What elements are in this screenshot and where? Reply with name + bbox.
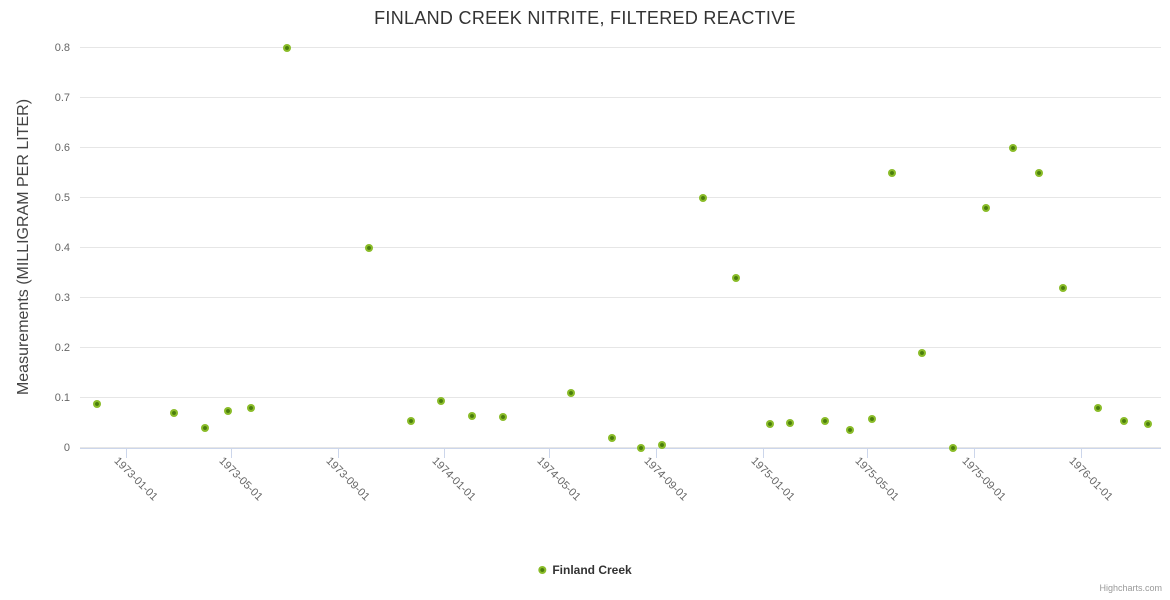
data-point[interactable] bbox=[364, 243, 373, 252]
data-point[interactable] bbox=[1120, 417, 1129, 425]
chart-title: FINLAND CREEK NITRITE, FILTERED REACTIVE bbox=[374, 8, 796, 28]
y-gridline bbox=[80, 297, 1161, 298]
legend-item[interactable]: Finland Creek bbox=[538, 563, 632, 577]
data-point[interactable] bbox=[948, 443, 957, 452]
data-point[interactable] bbox=[1059, 283, 1068, 292]
y-axis-tick-label: 0.2 bbox=[54, 341, 70, 354]
x-axis-tick bbox=[549, 447, 550, 458]
x-axis-tick bbox=[126, 447, 128, 458]
data-point[interactable] bbox=[658, 441, 667, 449]
x-axis-tick-label: 1973-05-01 bbox=[216, 454, 265, 503]
data-point[interactable] bbox=[699, 193, 708, 202]
x-axis-tick bbox=[338, 447, 340, 458]
data-point[interactable] bbox=[468, 411, 477, 420]
x-axis-tick-label: 1974-01-01 bbox=[429, 454, 479, 503]
x-axis-tick bbox=[974, 447, 976, 458]
x-axis-tick bbox=[867, 447, 869, 458]
data-point[interactable] bbox=[1094, 403, 1103, 412]
legend-label: Finland Creek bbox=[552, 563, 632, 577]
data-point[interactable] bbox=[170, 409, 179, 417]
data-point[interactable] bbox=[246, 404, 255, 412]
data-point[interactable] bbox=[607, 433, 616, 442]
x-axis-tick bbox=[1080, 447, 1082, 458]
data-point[interactable] bbox=[845, 426, 854, 434]
data-point[interactable] bbox=[436, 396, 445, 405]
x-axis-tick-label: 1975-05-01 bbox=[852, 454, 901, 503]
x-axis-tick-label: 1973-01-01 bbox=[111, 454, 160, 503]
data-point[interactable] bbox=[566, 388, 575, 397]
data-point[interactable] bbox=[92, 400, 101, 408]
data-point[interactable] bbox=[981, 203, 990, 212]
data-point[interactable] bbox=[918, 348, 927, 357]
x-axis-tick-label: 1973-09-01 bbox=[323, 454, 372, 503]
data-point[interactable] bbox=[731, 273, 740, 282]
y-gridline bbox=[80, 197, 1161, 198]
x-axis-tick-label: 1975-01-01 bbox=[748, 454, 797, 503]
data-point[interactable] bbox=[636, 443, 645, 452]
data-point[interactable] bbox=[868, 414, 877, 423]
data-point[interactable] bbox=[888, 168, 897, 177]
x-axis-line bbox=[80, 447, 1161, 449]
x-axis-tick bbox=[444, 447, 446, 458]
y-axis-tick-label: 0.8 bbox=[54, 41, 70, 54]
y-gridline bbox=[80, 397, 1161, 398]
data-point[interactable] bbox=[1008, 143, 1017, 152]
y-axis-tick-label: 0.6 bbox=[54, 141, 70, 154]
x-axis-tick bbox=[762, 447, 764, 458]
y-gridline bbox=[80, 147, 1161, 148]
x-axis-tick-label: 1974-05-01 bbox=[534, 454, 583, 503]
x-axis-tick-label: 1976-01-01 bbox=[1066, 454, 1115, 503]
y-gridline bbox=[80, 347, 1161, 348]
y-axis-tick-label: 0.7 bbox=[54, 91, 70, 104]
data-point[interactable] bbox=[224, 406, 233, 415]
y-axis-tick-label: 0.4 bbox=[54, 241, 70, 254]
data-point[interactable] bbox=[1034, 168, 1043, 177]
legend-marker-icon bbox=[538, 566, 547, 574]
y-axis-tick-label: 0.3 bbox=[54, 291, 70, 304]
y-axis-tick-label: 0.1 bbox=[54, 391, 70, 404]
x-axis-tick bbox=[656, 447, 658, 458]
data-point[interactable] bbox=[407, 417, 416, 425]
data-point[interactable] bbox=[765, 420, 774, 428]
data-point[interactable] bbox=[821, 416, 830, 425]
y-axis-tick-label: 0 bbox=[63, 441, 70, 454]
data-point[interactable] bbox=[786, 418, 795, 427]
credits-link[interactable]: Highcharts.com bbox=[1099, 583, 1162, 593]
y-axis-tick-label: 0.5 bbox=[54, 191, 70, 204]
data-point[interactable] bbox=[498, 412, 507, 421]
x-axis-tick-label: 1975-09-01 bbox=[959, 454, 1009, 503]
y-gridline bbox=[80, 247, 1161, 248]
x-axis-tick bbox=[230, 447, 232, 458]
y-gridline bbox=[80, 97, 1161, 98]
data-point[interactable] bbox=[283, 43, 292, 52]
data-point[interactable] bbox=[1143, 420, 1152, 428]
data-point[interactable] bbox=[200, 424, 209, 432]
y-gridline bbox=[80, 47, 1161, 48]
x-axis-tick-label: 1974-09-01 bbox=[641, 454, 691, 503]
